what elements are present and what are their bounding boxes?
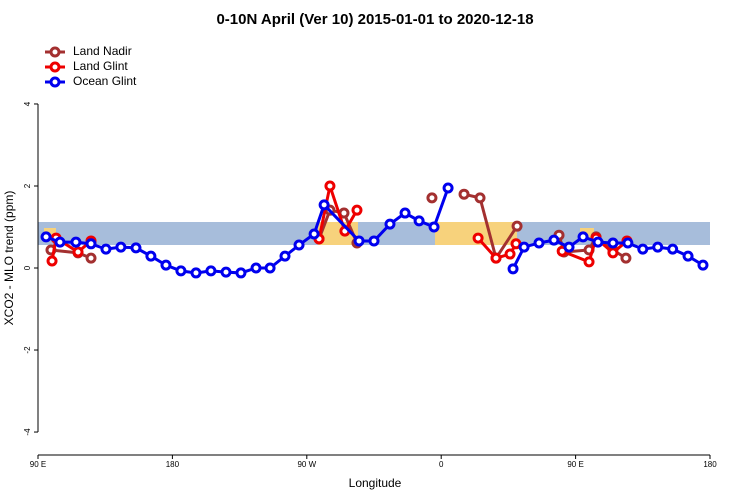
data-point xyxy=(70,236,82,248)
data-point xyxy=(490,252,502,264)
series-line xyxy=(50,248,92,260)
x-tick-label: 90 W xyxy=(297,460,316,469)
legend-marker xyxy=(49,46,61,58)
data-point xyxy=(504,248,516,260)
data-point xyxy=(115,241,127,253)
data-point xyxy=(413,215,425,227)
data-point xyxy=(100,243,112,255)
legend-label: Land Glint xyxy=(73,59,128,73)
y-tick-label: 0 xyxy=(23,265,32,270)
legend-marker xyxy=(49,61,61,73)
x-tick-label: 90 E xyxy=(567,460,583,469)
data-point xyxy=(563,241,575,253)
data-point xyxy=(622,237,634,249)
data-point xyxy=(85,238,97,250)
data-point xyxy=(426,192,438,204)
data-point xyxy=(318,199,330,211)
data-point xyxy=(583,256,595,268)
data-point xyxy=(472,232,484,244)
data-point xyxy=(682,250,694,262)
data-point xyxy=(264,262,276,274)
data-point xyxy=(160,259,172,271)
data-point xyxy=(511,220,523,232)
data-point xyxy=(220,266,232,278)
data-point xyxy=(54,236,66,248)
legend-label: Land Nadir xyxy=(73,44,132,58)
data-point xyxy=(474,192,486,204)
series-line xyxy=(317,180,359,240)
data-point xyxy=(46,255,58,267)
data-point xyxy=(308,228,320,240)
series-line xyxy=(463,192,519,262)
y-tick-label: -2 xyxy=(23,346,32,354)
data-point xyxy=(507,263,519,275)
data-point xyxy=(250,262,262,274)
legend-marker xyxy=(49,76,61,88)
data-point xyxy=(145,250,157,262)
data-point xyxy=(592,236,604,248)
y-tick-label: 2 xyxy=(23,183,32,188)
data-point xyxy=(324,180,336,192)
data-point xyxy=(577,231,589,243)
data-point xyxy=(548,234,560,246)
data-point xyxy=(351,204,363,216)
data-point xyxy=(205,265,217,277)
data-point xyxy=(428,221,440,233)
data-point xyxy=(235,267,247,279)
x-tick-label: 180 xyxy=(166,460,180,469)
data-point xyxy=(130,242,142,254)
y-tick-label: 4 xyxy=(23,101,32,106)
data-point xyxy=(279,250,291,262)
series-line xyxy=(476,237,518,260)
data-point xyxy=(652,241,664,253)
chart-title: 0-10N April (Ver 10) 2015-01-01 to 2020-… xyxy=(216,11,533,28)
data-point xyxy=(85,252,97,264)
legend-label: Ocean Glint xyxy=(73,74,137,88)
data-point xyxy=(518,241,530,253)
y-tick-label: -4 xyxy=(23,428,32,436)
data-point xyxy=(353,235,365,247)
data-point xyxy=(175,265,187,277)
data-point xyxy=(293,239,305,251)
data-point xyxy=(442,182,454,194)
data-point xyxy=(667,243,679,255)
data-point xyxy=(458,188,470,200)
data-point xyxy=(607,237,619,249)
data-point xyxy=(399,207,411,219)
data-point xyxy=(384,218,396,230)
x-tick-label: 90 E xyxy=(30,460,46,469)
data-point xyxy=(697,259,709,271)
data-point xyxy=(533,237,545,249)
x-tick-label: 180 xyxy=(703,460,717,469)
data-point xyxy=(637,243,649,255)
y-axis-label: XCO2 - MLO trend (ppm) xyxy=(2,191,16,326)
data-point xyxy=(620,252,632,264)
x-tick-label: 0 xyxy=(439,460,444,469)
x-axis-label: Longitude xyxy=(349,476,402,490)
series-line xyxy=(50,235,92,262)
data-point xyxy=(368,235,380,247)
data-point xyxy=(607,247,619,259)
data-point xyxy=(40,231,52,243)
data-point xyxy=(190,267,202,279)
data-point xyxy=(72,246,84,258)
